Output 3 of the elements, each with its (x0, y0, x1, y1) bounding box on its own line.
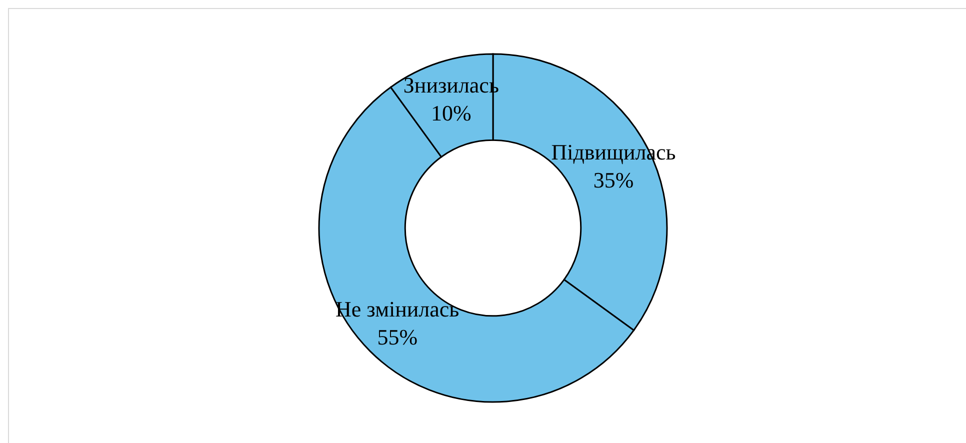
data-label: 10% (431, 100, 472, 126)
data-label: 55% (377, 324, 418, 350)
data-label: 35% (593, 168, 634, 193)
